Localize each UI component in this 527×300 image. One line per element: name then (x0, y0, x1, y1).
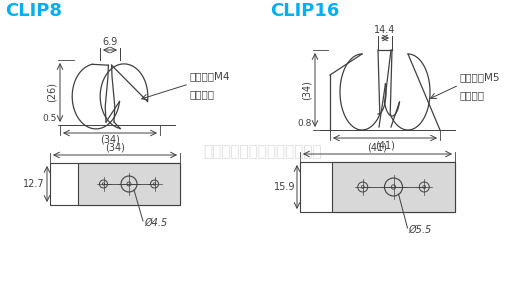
Text: 15.9: 15.9 (274, 182, 295, 192)
Text: 14.4: 14.4 (374, 25, 396, 35)
Bar (50, 163, 180, 205)
Text: 深圳市臻品精密机械有限公司: 深圳市臻品精密机械有限公司 (204, 145, 323, 160)
Text: (34): (34) (302, 80, 312, 100)
Text: Ø4.5: Ø4.5 (144, 218, 167, 228)
Text: Ø5.5: Ø5.5 (408, 225, 432, 235)
Text: (34): (34) (105, 143, 125, 153)
Text: （另售）: （另售） (190, 89, 215, 99)
Text: (34): (34) (100, 135, 120, 145)
Text: CLIP16: CLIP16 (270, 2, 339, 20)
Text: 安装螺栓M4: 安装螺栓M4 (190, 71, 230, 81)
Text: 安装螺栓M5: 安装螺栓M5 (460, 72, 501, 82)
Text: CLIP8: CLIP8 (5, 2, 62, 20)
Text: (26): (26) (47, 82, 57, 103)
Text: 0.5: 0.5 (43, 114, 57, 123)
Text: 12.7: 12.7 (23, 179, 45, 189)
Bar (332, 162, 455, 212)
Bar (78, 163, 180, 205)
Text: (41): (41) (375, 140, 395, 150)
Bar (300, 162, 455, 212)
Text: 0.8: 0.8 (298, 119, 312, 128)
Text: （另售）: （另售） (460, 90, 485, 100)
Text: 6.9: 6.9 (102, 37, 118, 47)
Text: (41): (41) (367, 142, 387, 152)
